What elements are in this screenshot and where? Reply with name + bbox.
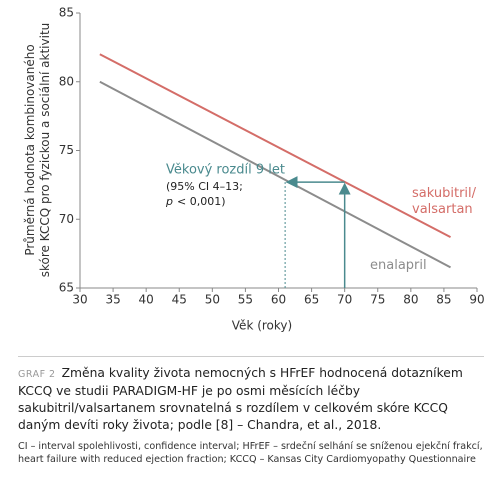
x-tick-label: 70 [337, 293, 352, 307]
x-tick-label: 30 [72, 293, 87, 307]
caption-text: Změna kvality života nemocných s HFrEF h… [18, 366, 463, 432]
series-label-line: sakubitril/ [412, 186, 477, 201]
x-tick-label: 80 [403, 293, 418, 307]
caption: GRAF 2 Změna kvality života nemocných s H… [18, 356, 484, 466]
caption-note: CI – interval spolehlivosti, confidence … [18, 441, 483, 465]
series-label-line: valsartan [412, 202, 473, 217]
y-axis-label-line: Průměrná hodnota kombinovaného [23, 44, 37, 255]
y-tick-label: 80 [59, 74, 74, 88]
x-tick-label: 75 [370, 293, 385, 307]
y-tick-label: 85 [59, 6, 74, 20]
caption-label: GRAF 2 [18, 369, 56, 380]
x-tick-label: 60 [271, 293, 286, 307]
series-line [99, 80, 452, 269]
y-tick-label: 75 [59, 143, 74, 157]
x-tick-label: 45 [172, 293, 187, 307]
p-value: < 0,001) [177, 195, 226, 208]
y-tick-label: 65 [59, 281, 74, 295]
annotation-text: p < 0,001) [165, 195, 225, 208]
series-label: enalapril [370, 258, 427, 273]
chart: Věk (roky) 65 70 75 80 85 30 35 40 45 50 55 60 65 70 7… [23, 6, 485, 333]
y-axis-label-line: skóre KCCQ pro fyzickou a sociální aktiv… [38, 23, 52, 278]
series-label: sakubitril/valsartan [412, 186, 477, 217]
y-tick-label: 70 [59, 212, 74, 226]
x-axis-label: Věk (roky) [232, 319, 292, 333]
x-tick-label: 90 [469, 293, 484, 307]
x-tick-label: 35 [105, 293, 120, 307]
x-tick-label: 50 [205, 293, 220, 307]
x-tick-label: 85 [436, 293, 451, 307]
annotation-title: Věkový rozdíl 9 let [166, 163, 285, 178]
series-label-line: enalapril [370, 258, 427, 273]
x-tick-label: 55 [238, 293, 253, 307]
x-tick-label: 65 [304, 293, 319, 307]
x-tick-label: 40 [139, 293, 154, 307]
series-line [99, 53, 451, 239]
annotation-text: (95% CI 4–13; [166, 180, 243, 193]
y-axis-label: Průměrná hodnota kombinovanéhoskóre KCCQ… [23, 23, 52, 278]
p-symbol: p [165, 195, 173, 208]
